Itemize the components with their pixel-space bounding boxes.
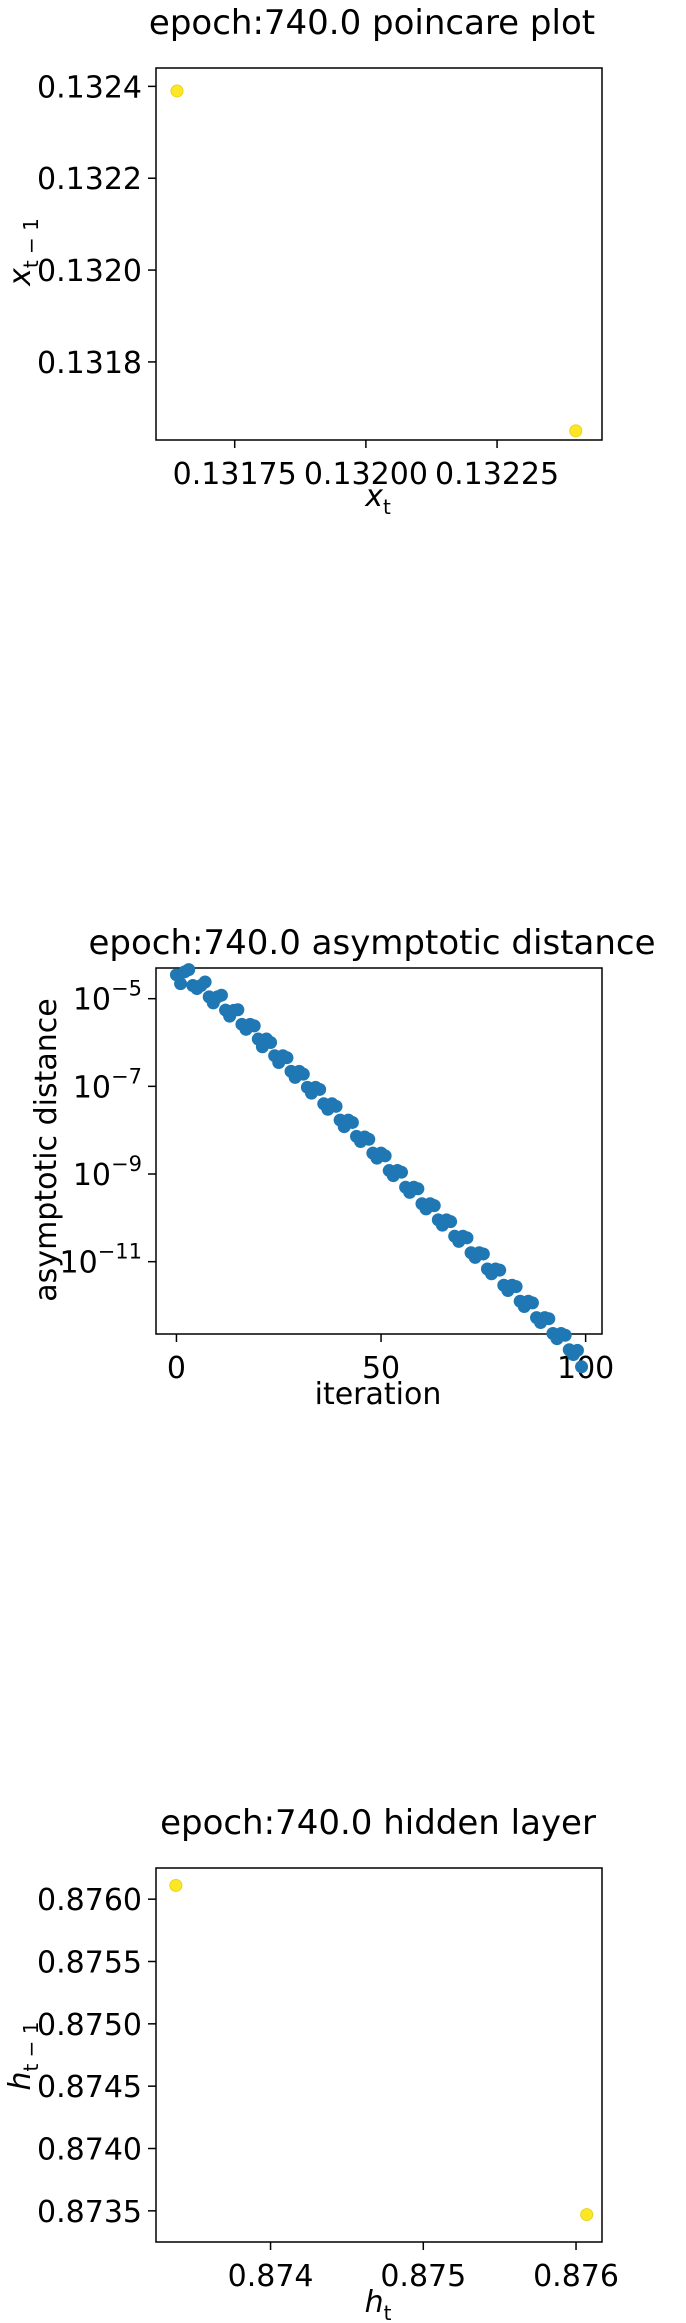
hidden-layer-x-tick-label-0: 0.874 <box>228 2259 314 2294</box>
poincare-plot-chart: epoch:740.0 poincare plot 0.13175 0.13200… <box>3 3 603 519</box>
hidden-layer-point-0 <box>169 1878 183 1892</box>
poincare-points <box>170 84 583 438</box>
asymptotic-point-43 <box>345 1115 359 1129</box>
hidden-layer-y-tick-label-0: 0.8735 <box>37 2195 142 2230</box>
poincare-y-axis-ticks: 0.1318 0.1320 0.1322 0.1324 <box>37 70 156 381</box>
asymptotic-point-75 <box>476 1247 490 1261</box>
poincare-point-0 <box>170 84 184 98</box>
asymptotic-point-79 <box>493 1263 507 1277</box>
hidden-layer-frame <box>155 1867 603 2243</box>
poincare-point-1 <box>569 424 583 438</box>
asymptotic-x-tick-label-1: 50 <box>362 1351 400 1386</box>
poincare-y-axis-label: xt − 1 <box>3 218 43 287</box>
asymptotic-y-tick-label-0: 10−5 <box>73 977 142 1018</box>
poincare-plot-frame <box>155 67 603 441</box>
hidden-layer-y-tick-label-5: 0.8760 <box>37 1883 142 1918</box>
asymptotic-point-23 <box>264 1036 278 1050</box>
poincare-x-axis-label: xt <box>364 479 391 519</box>
asymptotic-point-39 <box>329 1099 343 1113</box>
poincare-plot-title: epoch:740.0 poincare plot <box>149 3 595 43</box>
poincare-y-tick-label-2: 0.1322 <box>37 162 142 197</box>
asymptotic-x-tick-label-0: 0 <box>167 1351 186 1386</box>
asymptotic-y-axis-ticks: 10−5 10−7 10−9 10−11 <box>59 977 156 1281</box>
poincare-y-tick-label-1: 0.1320 <box>37 254 142 289</box>
poincare-y-tick-label-0: 0.1318 <box>37 346 142 381</box>
asymptotic-point-83 <box>509 1280 523 1294</box>
hidden-layer-y-tick-label-1: 0.8740 <box>37 2133 142 2168</box>
asymptotic-point-19 <box>247 1019 261 1033</box>
hidden-layer-y-axis-label: ht − 1 <box>3 2021 43 2090</box>
asymptotic-y-tick-label-1: 10−7 <box>73 1064 142 1105</box>
asymptotic-point-98 <box>570 1343 584 1357</box>
asymptotic-point-87 <box>525 1296 539 1310</box>
asymptotic-point-91 <box>542 1312 556 1326</box>
asymptotic-point-31 <box>296 1067 310 1081</box>
hidden-layer-y-tick-label-3: 0.8750 <box>37 2008 142 2043</box>
asymptotic-point-27 <box>280 1051 294 1065</box>
poincare-x-tick-label-1: 0.13200 <box>304 457 428 492</box>
hidden-layer-y-axis-ticks: 0.8735 0.8740 0.8745 0.8750 0.8755 0.8760 <box>37 1883 156 2230</box>
asymptotic-point-71 <box>460 1231 474 1245</box>
asymptotic-point-63 <box>427 1199 441 1213</box>
asymptotic-point-95 <box>558 1328 572 1342</box>
asymptotic-point-55 <box>395 1165 409 1179</box>
asymptotic-point-7 <box>198 975 212 989</box>
asymptotic-point-99 <box>575 1360 589 1374</box>
asymptotic-x-axis-label: iteration <box>315 1377 442 1412</box>
asymptotic-point-11 <box>214 988 228 1002</box>
poincare-x-tick-label-2: 0.13225 <box>435 457 559 492</box>
poincare-x-tick-label-0: 0.13175 <box>173 457 297 492</box>
asymptotic-x-axis-ticks: 050100 <box>167 1334 614 1386</box>
hidden-layer-x-tick-label-2: 0.876 <box>533 2259 619 2294</box>
asymptotic-y-axis-label: asymptotic distance <box>29 998 64 1301</box>
asymptotic-point-67 <box>444 1215 458 1229</box>
asymptotic-point-3 <box>182 963 196 977</box>
hidden-layer-point-1 <box>580 2208 594 2222</box>
asymptotic-y-tick-label-3: 10−11 <box>59 1240 142 1281</box>
hidden-layer-points <box>169 1878 594 2222</box>
poincare-y-tick-label-3: 0.1324 <box>37 70 142 105</box>
asymptotic-point-47 <box>362 1132 376 1146</box>
asymptotic-point-35 <box>313 1082 327 1096</box>
asymptotic-point-51 <box>378 1149 392 1163</box>
hidden-layer-x-tick-label-1: 0.875 <box>380 2259 466 2294</box>
poincare-x-axis-ticks: 0.13175 0.13200 0.13225 <box>173 440 559 492</box>
asymptotic-y-tick-label-2: 10−9 <box>73 1152 142 1193</box>
asymptotic-distance-points <box>169 963 589 1374</box>
hidden-layer-chart: epoch:740.0 hidden layer 0.874 0.875 0.876… <box>3 1803 619 2323</box>
hidden-layer-y-tick-label-2: 0.8745 <box>37 2070 142 2105</box>
asymptotic-distance-frame <box>155 967 603 1335</box>
hidden-layer-y-tick-label-4: 0.8755 <box>37 1946 142 1981</box>
asymptotic-point-59 <box>411 1182 425 1196</box>
asymptotic-distance-title: epoch:740.0 asymptotic distance <box>89 923 656 963</box>
asymptotic-distance-chart: epoch:740.0 asymptotic distance 050100 1… <box>29 923 656 1412</box>
hidden-layer-x-axis-ticks: 0.874 0.875 0.876 <box>228 2242 619 2294</box>
hidden-layer-title: epoch:740.0 hidden layer <box>160 1803 596 1843</box>
asymptotic-point-15 <box>231 1003 245 1017</box>
asymptotic-point-1 <box>174 977 188 991</box>
hidden-layer-x-axis-label: ht <box>365 2285 392 2323</box>
